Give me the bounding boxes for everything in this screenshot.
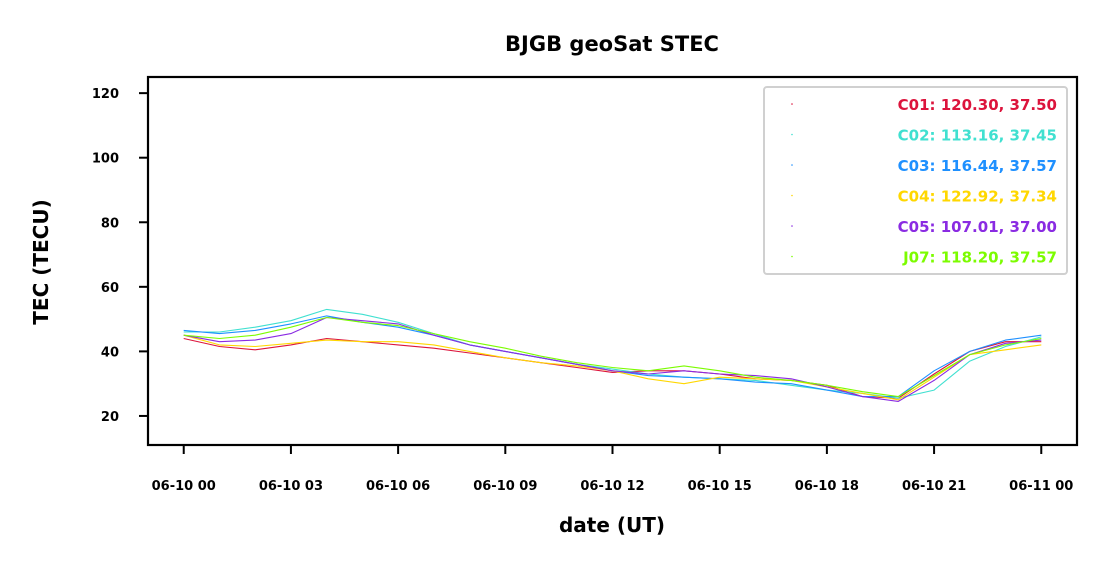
y-tick-label: 80	[101, 216, 119, 231]
x-tick-label: 06-10 00	[152, 479, 216, 494]
x-tick-label: 06-10 15	[688, 479, 752, 494]
legend-entry: C05: 107.01, 37.00	[898, 218, 1057, 236]
legend-entry: C03: 116.44, 37.57	[898, 157, 1057, 175]
x-tick-label: 06-10 06	[366, 479, 430, 494]
y-tick-label: 40	[101, 345, 119, 360]
legend-marker	[791, 194, 793, 197]
legend-entry: C02: 113.16, 37.45	[898, 127, 1057, 145]
legend-marker	[791, 255, 793, 258]
legend-marker	[791, 164, 793, 166]
legend-marker	[791, 225, 793, 227]
legend: C01: 120.30, 37.50 C02: 113.16, 37.45 C03:…	[763, 86, 1068, 275]
x-axis: 06-10 00 06-10 03 06-10 06 06-10 09 06-10 12…	[152, 445, 1073, 494]
series-line-1	[183, 308, 1042, 399]
chart-title: BJGB geoSat STEC	[505, 32, 719, 56]
y-tick-label: 60	[101, 281, 119, 296]
y-axis-label: TEC (TECU)	[29, 199, 53, 324]
x-tick-label: 06-10 03	[259, 479, 323, 494]
y-tick-label: 100	[92, 152, 119, 167]
y-axis: 20 40 60 80 100 120	[92, 87, 148, 425]
x-axis-label: date (UT)	[559, 513, 665, 537]
legend-entry: C01: 120.30, 37.50	[898, 96, 1057, 114]
legend-marker	[791, 103, 793, 105]
series-lines	[183, 308, 1042, 402]
x-tick-label: 06-10 09	[473, 479, 537, 494]
x-tick-label: 06-10 12	[580, 479, 644, 494]
x-tick-label: 06-11 00	[1009, 479, 1073, 494]
series-line-5	[183, 316, 1042, 398]
legend-box	[763, 86, 1068, 275]
legend-marker	[791, 133, 793, 136]
y-tick-label: 20	[101, 410, 119, 425]
legend-entry: C04: 122.92, 37.34	[898, 188, 1057, 206]
x-tick-label: 06-10 21	[902, 479, 966, 494]
legend-entry: J07: 118.20, 37.57	[902, 249, 1057, 267]
y-tick-label: 120	[92, 87, 119, 102]
x-tick-label: 06-10 18	[795, 479, 859, 494]
